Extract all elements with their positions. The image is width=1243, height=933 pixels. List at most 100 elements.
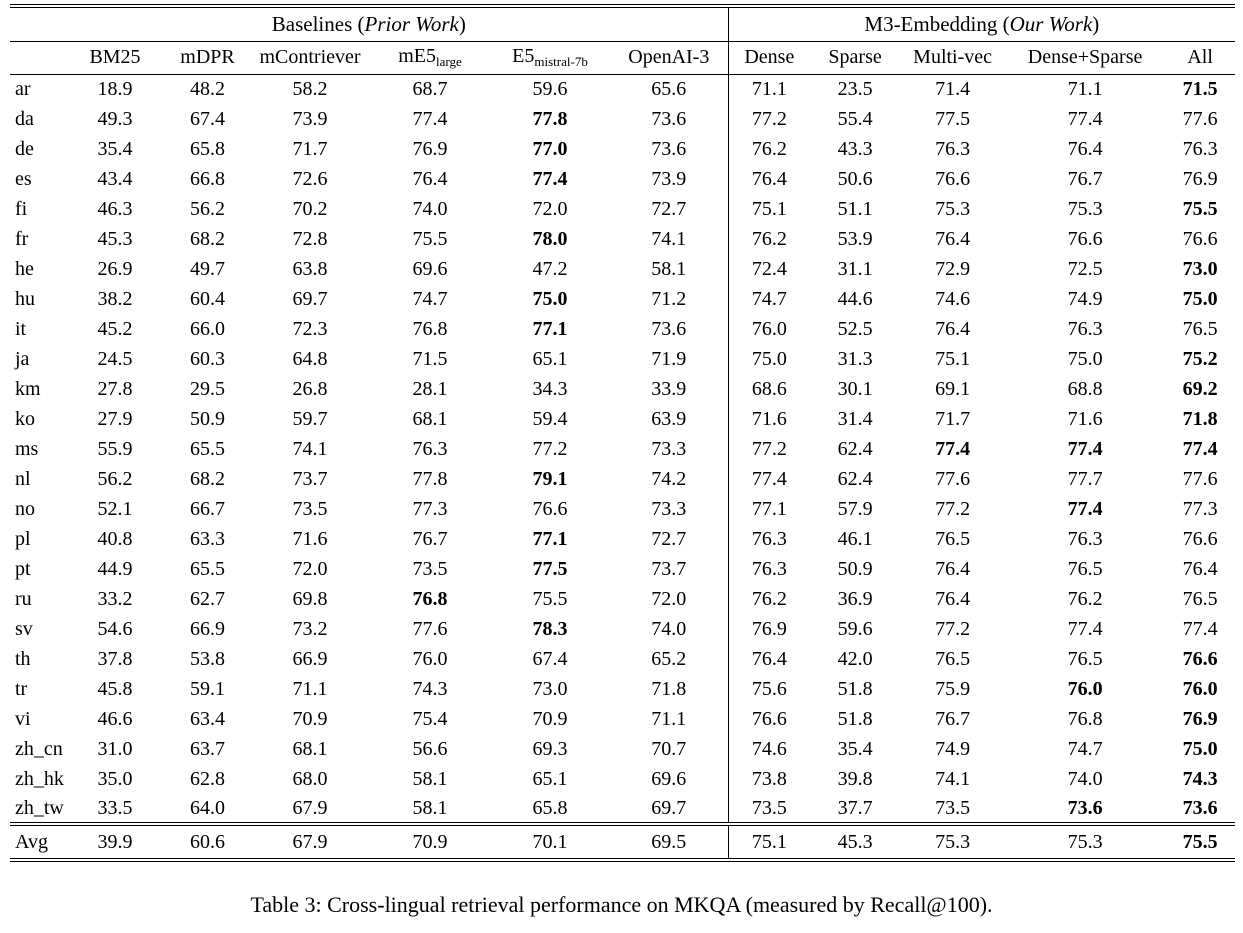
col-header-me5-large: mE5large bbox=[370, 41, 490, 75]
value-cell: 53.9 bbox=[837, 227, 873, 250]
value-cell: 67.4 bbox=[532, 647, 568, 670]
value-cell: 65.1 bbox=[532, 767, 568, 790]
value-cell: 75.4 bbox=[412, 707, 448, 730]
value-cell: 73.8 bbox=[751, 767, 787, 790]
value-cell: 73.9 bbox=[292, 107, 328, 130]
value-cell: 72.3 bbox=[292, 317, 328, 340]
value-cell: 75.3 bbox=[935, 197, 971, 220]
value-cell: 74.3 bbox=[412, 677, 448, 700]
value-cell: 76.2 bbox=[751, 227, 787, 250]
value-cell: 66.9 bbox=[292, 647, 328, 670]
value-cell: 76.4 bbox=[1067, 137, 1103, 160]
value-cell: 72.8 bbox=[292, 227, 328, 250]
value-cell: 68.0 bbox=[292, 767, 328, 790]
value-cell: 77.4 bbox=[1067, 617, 1103, 640]
value-cell: 49.7 bbox=[190, 257, 225, 280]
value-cell: 77.4 bbox=[935, 437, 971, 460]
value-cell: 67.4 bbox=[190, 107, 225, 130]
group-header-m3-embedding: M3-Embedding (Our Work) bbox=[728, 6, 1236, 42]
value-cell: 53.8 bbox=[190, 647, 225, 670]
value-cell: 69.3 bbox=[532, 737, 568, 760]
value-cell: 75.3 bbox=[1067, 197, 1103, 220]
value-cell: 74.7 bbox=[751, 287, 787, 310]
value-cell: 58.1 bbox=[412, 796, 448, 819]
value-cell: 65.8 bbox=[532, 796, 568, 819]
table-row: ko 27.9 50.9 59.7 68.1 59.4 63.9 71.6 31.4 71.7 71… bbox=[10, 404, 1235, 434]
value-cell: 60.3 bbox=[190, 347, 225, 370]
value-cell: 77.4 bbox=[751, 467, 787, 490]
value-cell: 75.1 bbox=[935, 347, 971, 370]
group-m3-text: M3-Embedding ( bbox=[864, 11, 1010, 36]
table-row: ms 55.9 65.5 74.1 76.3 77.2 73.3 77.2 62.4 77.4 77… bbox=[10, 434, 1235, 464]
table-row: vi 46.6 63.4 70.9 75.4 70.9 71.1 76.6 51.8 76.7 76… bbox=[10, 704, 1235, 734]
value-cell: 71.2 bbox=[610, 284, 729, 314]
value-cell: 63.4 bbox=[190, 707, 225, 730]
value-cell: 59.1 bbox=[190, 677, 225, 700]
value-cell: 71.1 bbox=[751, 77, 787, 100]
table-row: th 37.8 53.8 66.9 76.0 67.4 65.2 76.4 42.0 76.5 76… bbox=[10, 644, 1235, 674]
value-cell: 51.8 bbox=[837, 707, 873, 730]
value-cell: 70.9 bbox=[292, 707, 328, 730]
value-cell: 77.4 bbox=[1067, 497, 1103, 520]
value-cell: 65.6 bbox=[610, 74, 729, 104]
value-cell: 68.8 bbox=[1067, 377, 1103, 400]
value-cell: 56.6 bbox=[412, 737, 448, 760]
col-header-multi-vec: Multi-vec bbox=[900, 41, 1006, 75]
row-label: es bbox=[15, 167, 32, 190]
row-label: ru bbox=[15, 587, 32, 610]
value-cell: 75.5 bbox=[532, 587, 568, 610]
value-cell: 77.4 bbox=[532, 167, 568, 190]
value-cell: 77.5 bbox=[935, 107, 971, 130]
value-cell: 76.2 bbox=[751, 587, 787, 610]
value-cell: 69.8 bbox=[292, 587, 328, 610]
value-cell: 74.1 bbox=[292, 437, 328, 460]
value-cell: 69.6 bbox=[412, 257, 448, 280]
row-label: fi bbox=[15, 197, 28, 220]
col-header-dense-sparse: Dense+Sparse bbox=[1005, 41, 1166, 75]
value-cell: 70.9 bbox=[370, 822, 490, 860]
col-header-dense: Dense bbox=[728, 41, 811, 75]
value-cell: 76.3 bbox=[751, 527, 787, 550]
value-cell: 72.7 bbox=[610, 524, 729, 554]
value-cell: 75.5 bbox=[412, 227, 448, 250]
value-cell: 73.7 bbox=[292, 467, 328, 490]
table-row: ar 18.9 48.2 58.2 68.7 59.6 65.6 71.1 23.5 71.4 71… bbox=[10, 74, 1235, 104]
value-cell: 68.2 bbox=[190, 227, 225, 250]
value-cell: 36.9 bbox=[837, 587, 873, 610]
table-row: tr 45.8 59.1 71.1 74.3 73.0 71.8 75.6 51.8 75.9 76… bbox=[10, 674, 1235, 704]
value-cell: 78.0 bbox=[532, 227, 568, 250]
value-cell: 58.2 bbox=[292, 77, 328, 100]
value-cell: 71.5 bbox=[1182, 77, 1218, 100]
value-cell: 74.3 bbox=[1182, 767, 1218, 790]
value-cell: 76.5 bbox=[1182, 587, 1218, 610]
value-cell: 76.4 bbox=[751, 167, 787, 190]
col-label: mDPR bbox=[180, 46, 235, 68]
value-cell: 33.2 bbox=[97, 587, 133, 610]
value-cell: 76.4 bbox=[935, 227, 971, 250]
value-cell: 73.5 bbox=[292, 497, 328, 520]
value-cell: 71.8 bbox=[610, 674, 729, 704]
col-header-openai-3: OpenAI-3 bbox=[610, 41, 729, 75]
row-label: Avg bbox=[10, 822, 65, 860]
col-header-sparse: Sparse bbox=[810, 41, 901, 75]
value-cell: 72.6 bbox=[292, 167, 328, 190]
value-cell: 59.6 bbox=[837, 617, 873, 640]
value-cell: 74.1 bbox=[610, 224, 729, 254]
value-cell: 48.2 bbox=[190, 77, 225, 100]
value-cell: 76.2 bbox=[1067, 587, 1103, 610]
value-cell: 29.5 bbox=[190, 377, 225, 400]
value-cell: 71.6 bbox=[1067, 407, 1103, 430]
value-cell: 77.4 bbox=[412, 107, 448, 130]
value-cell: 75.9 bbox=[935, 677, 971, 700]
value-cell: 73.2 bbox=[292, 617, 328, 640]
value-cell: 65.5 bbox=[190, 437, 225, 460]
col-label: mE5 bbox=[398, 45, 437, 67]
value-cell: 76.3 bbox=[412, 437, 448, 460]
value-cell: 56.2 bbox=[190, 197, 225, 220]
value-cell: 59.7 bbox=[292, 407, 328, 430]
value-cell: 72.9 bbox=[935, 257, 971, 280]
table-body: ar 18.9 48.2 58.2 68.7 59.6 65.6 71.1 23.5 71.4 71… bbox=[10, 74, 1236, 860]
table-row: de 35.4 65.8 71.7 76.9 77.0 73.6 76.2 43.3 76.3 76… bbox=[10, 134, 1235, 164]
value-cell: 77.7 bbox=[1067, 467, 1103, 490]
value-cell: 74.6 bbox=[751, 737, 787, 760]
